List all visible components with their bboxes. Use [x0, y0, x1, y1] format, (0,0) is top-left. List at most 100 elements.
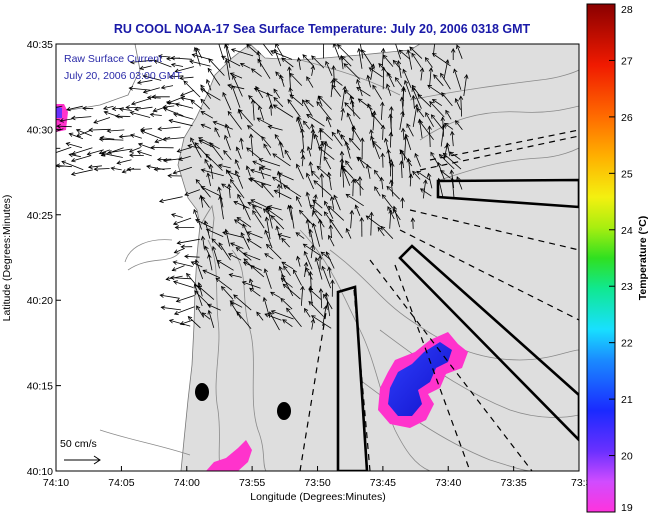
current-vector-head [265, 243, 271, 249]
current-vector [261, 136, 272, 148]
current-vector-head [302, 99, 307, 105]
current-vector [345, 141, 351, 159]
current-vector [161, 85, 174, 89]
current-vector-head [256, 117, 262, 122]
current-vector [56, 105, 63, 108]
current-vector [154, 168, 171, 170]
current-vector [199, 140, 215, 149]
current-vector-head [242, 223, 247, 229]
current-vector-head [140, 129, 145, 135]
current-vector [273, 104, 294, 118]
current-vector-head [374, 186, 379, 191]
current-vector-head [261, 182, 266, 188]
current-vector-head [200, 111, 206, 116]
current-vector-head [289, 72, 294, 78]
current-vector-head [345, 227, 350, 233]
current-vector-head [153, 167, 159, 172]
current-vector-head [438, 153, 444, 159]
current-vector-head [169, 275, 175, 281]
current-vector-head [68, 152, 74, 158]
current-vector-head [183, 80, 189, 86]
current-vector-head [248, 177, 253, 182]
current-vector-head [196, 47, 201, 53]
current-vector [252, 210, 265, 229]
current-vector-head [194, 142, 199, 147]
current-vector [163, 105, 175, 108]
current-vector [389, 114, 393, 137]
current-vector [213, 121, 233, 130]
current-vector-head [463, 74, 469, 79]
current-vector-head [242, 261, 248, 266]
current-vector-head [101, 151, 107, 157]
current-vector-head [449, 169, 455, 175]
current-vector-head [243, 204, 248, 210]
current-vector-head [369, 129, 374, 134]
current-vector-head [306, 145, 312, 151]
current-vector [111, 167, 122, 171]
current-vector-head [212, 120, 218, 126]
current-vector-head [198, 139, 204, 144]
current-vector-head [202, 269, 208, 274]
colorbar-tick-label: 22 [621, 338, 633, 350]
current-vector-head [195, 178, 201, 184]
current-vector-head [257, 105, 263, 110]
current-vector-head [343, 89, 349, 95]
current-vector [252, 99, 255, 121]
current-vector-head [121, 169, 127, 174]
current-vector-head [206, 78, 211, 84]
current-vector-head [419, 67, 425, 73]
current-vector-head [316, 101, 321, 106]
current-vector [372, 85, 383, 100]
current-vector-head [311, 170, 316, 176]
current-vector [266, 244, 282, 260]
current-vector [333, 195, 341, 211]
current-vector [274, 49, 282, 67]
current-vector-head [175, 298, 181, 303]
current-vector-head [134, 106, 139, 112]
current-vector-head [348, 137, 354, 143]
current-vector-head [271, 176, 277, 181]
current-vector [264, 253, 274, 260]
current-vector-head [226, 170, 232, 175]
current-vector [333, 65, 335, 88]
current-vector [328, 172, 332, 191]
current-vector [441, 92, 453, 107]
current-vector-head [426, 172, 432, 178]
current-vector-head [283, 265, 288, 271]
current-vector-head [87, 164, 93, 170]
current-vector-head [327, 266, 332, 271]
current-vector-head [396, 59, 402, 65]
current-vector [412, 95, 415, 109]
current-vector-head [456, 44, 461, 50]
current-vector [264, 313, 282, 321]
current-vector [228, 253, 242, 261]
current-vectors [56, 44, 469, 331]
current-vector-head [308, 228, 314, 234]
current-vector [266, 217, 271, 240]
current-vector [438, 178, 444, 197]
current-vector-head [142, 89, 148, 94]
current-vector-head [323, 293, 328, 299]
current-vector [131, 98, 152, 105]
current-vector-head [389, 106, 394, 111]
current-vector [258, 105, 264, 121]
current-vector-head [327, 205, 333, 211]
current-vector [256, 311, 264, 321]
current-vector-head [346, 112, 351, 118]
current-vector [56, 119, 60, 121]
current-vector-head [308, 288, 314, 293]
current-vector-head [332, 44, 337, 48]
current-vector-head [168, 74, 174, 79]
current-vector [184, 189, 201, 196]
current-vector-head [330, 78, 335, 84]
current-vector-head [288, 204, 294, 210]
current-vector-head [458, 95, 464, 100]
current-vector [69, 154, 81, 158]
current-vector-head [390, 162, 395, 167]
current-vector [425, 112, 434, 127]
current-vector-head [239, 137, 244, 143]
current-vector [180, 89, 195, 97]
current-vector [351, 100, 355, 117]
current-vector-head [323, 305, 328, 310]
current-vector [346, 228, 352, 239]
